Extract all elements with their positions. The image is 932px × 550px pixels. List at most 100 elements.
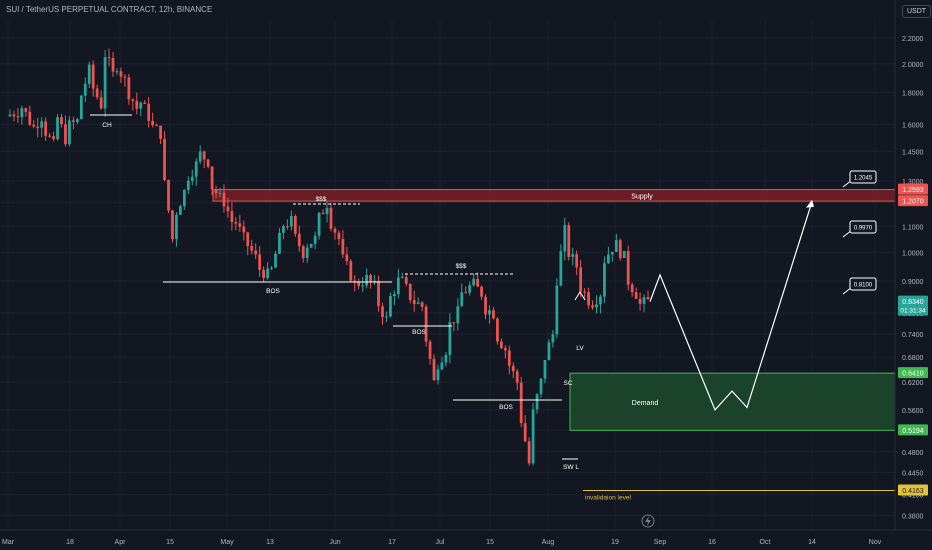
price-label-current <box>898 295 928 316</box>
candle-body <box>325 207 329 215</box>
callout-box <box>849 220 877 234</box>
candle-body <box>571 254 575 257</box>
candle-body <box>151 120 155 126</box>
callout-value: 0.9970 <box>854 226 873 232</box>
price-label-demand <box>898 424 928 436</box>
candle-body <box>416 302 420 304</box>
invalidation-label: invalidaion level <box>585 495 631 502</box>
candle-body <box>381 306 384 317</box>
x-tick-label: 18 <box>66 539 74 546</box>
price-label-value: 1.2593 <box>902 187 924 194</box>
candle-body <box>551 334 555 343</box>
candle-body <box>107 57 111 59</box>
candle-body <box>115 71 119 73</box>
candle-body <box>135 100 139 109</box>
candle-body <box>408 283 412 300</box>
candle-body <box>535 394 539 410</box>
candle-body <box>432 358 436 381</box>
candle-body <box>258 254 262 270</box>
candle-body <box>369 274 372 282</box>
sc-label: SC <box>563 380 572 387</box>
x-tick-label: Sep <box>654 539 667 546</box>
candle-body <box>555 285 559 335</box>
candle-body <box>293 215 297 234</box>
candles-layer <box>8 48 650 466</box>
candle-body <box>16 116 20 118</box>
misc-layer <box>641 514 655 528</box>
candle-body <box>626 251 630 285</box>
candle-body <box>424 306 428 342</box>
candle-body <box>591 305 594 308</box>
candle-body <box>111 58 115 72</box>
candle-body <box>523 423 527 442</box>
candle-body <box>266 268 269 279</box>
candle-body <box>317 212 321 236</box>
candle-body <box>503 348 507 351</box>
x-tick-label: Mar <box>2 539 15 546</box>
candle-body <box>412 299 416 304</box>
candle-body <box>567 225 571 257</box>
candle-body <box>202 151 206 160</box>
candle-body <box>289 215 293 227</box>
x-tick-label: May <box>220 539 234 546</box>
candle-body <box>226 206 230 212</box>
candle-body <box>559 251 563 286</box>
candle-body <box>95 88 99 98</box>
candle-body <box>646 297 650 300</box>
x-tick-label: 13 <box>266 539 274 546</box>
price-label-value: 0.5194 <box>902 428 924 435</box>
candle-body <box>345 254 349 262</box>
lightning-icon-glyph <box>645 516 651 526</box>
candle-body <box>155 125 158 127</box>
candle-body <box>452 322 456 324</box>
candle-body <box>496 318 499 342</box>
swing-low-label: SW L <box>563 464 579 471</box>
candle-body <box>83 83 87 96</box>
candle-body <box>286 226 289 228</box>
y-tick-label: 0.6800 <box>902 355 924 362</box>
candle-body <box>527 441 531 464</box>
candle-body <box>182 189 186 207</box>
candle-body <box>139 102 143 109</box>
candle-body <box>456 306 460 324</box>
candle-body <box>642 297 646 304</box>
x-tick-label: Aug <box>542 539 555 546</box>
candle-body <box>476 278 479 287</box>
chart-title: SUI / TetherUS PERPETUAL CONTRACT, 12h, … <box>6 5 213 14</box>
candle-body <box>377 280 380 307</box>
candle-body <box>99 97 103 109</box>
candle-body <box>543 360 547 379</box>
y-tick-label: 0.7400 <box>902 332 924 339</box>
candle-body <box>206 159 210 167</box>
candle-body <box>12 114 16 117</box>
candle-body <box>385 316 388 318</box>
price-labels-layer: 1.2593 1.2070 0.8340 01:31:34 0.6410 0.5194 0.… <box>898 183 928 496</box>
candle-body <box>171 210 174 240</box>
candle-body <box>103 57 107 109</box>
candle-body <box>622 251 626 258</box>
candle-body <box>262 269 265 279</box>
time-axis[interactable]: Mar 18 Apr 15 May 13 Jun 17 Jul 15 Aug 19 Sep 16 Oct 14… <box>0 529 932 546</box>
candle-body <box>587 292 590 306</box>
candle-body <box>238 223 242 227</box>
liquidity-label: $$$ <box>456 263 467 270</box>
candle-body <box>484 296 487 315</box>
candle-body <box>52 136 55 140</box>
candle-body <box>32 124 36 127</box>
candle-body <box>175 214 178 240</box>
candle-body <box>159 125 162 139</box>
callout-box <box>849 170 877 184</box>
candle-body <box>341 239 345 255</box>
x-tick-label: Jul <box>436 539 445 546</box>
x-tick-label: 17 <box>388 539 396 546</box>
candle-body <box>147 103 151 121</box>
candle-body <box>638 298 642 304</box>
candle-body <box>400 277 404 279</box>
candle-body <box>313 235 317 244</box>
candle-body <box>333 228 337 233</box>
lightning-icon[interactable] <box>641 514 655 528</box>
currency-unit-button[interactable]: USDT <box>902 5 932 18</box>
candle-body <box>321 212 325 215</box>
candle-body <box>460 292 464 307</box>
